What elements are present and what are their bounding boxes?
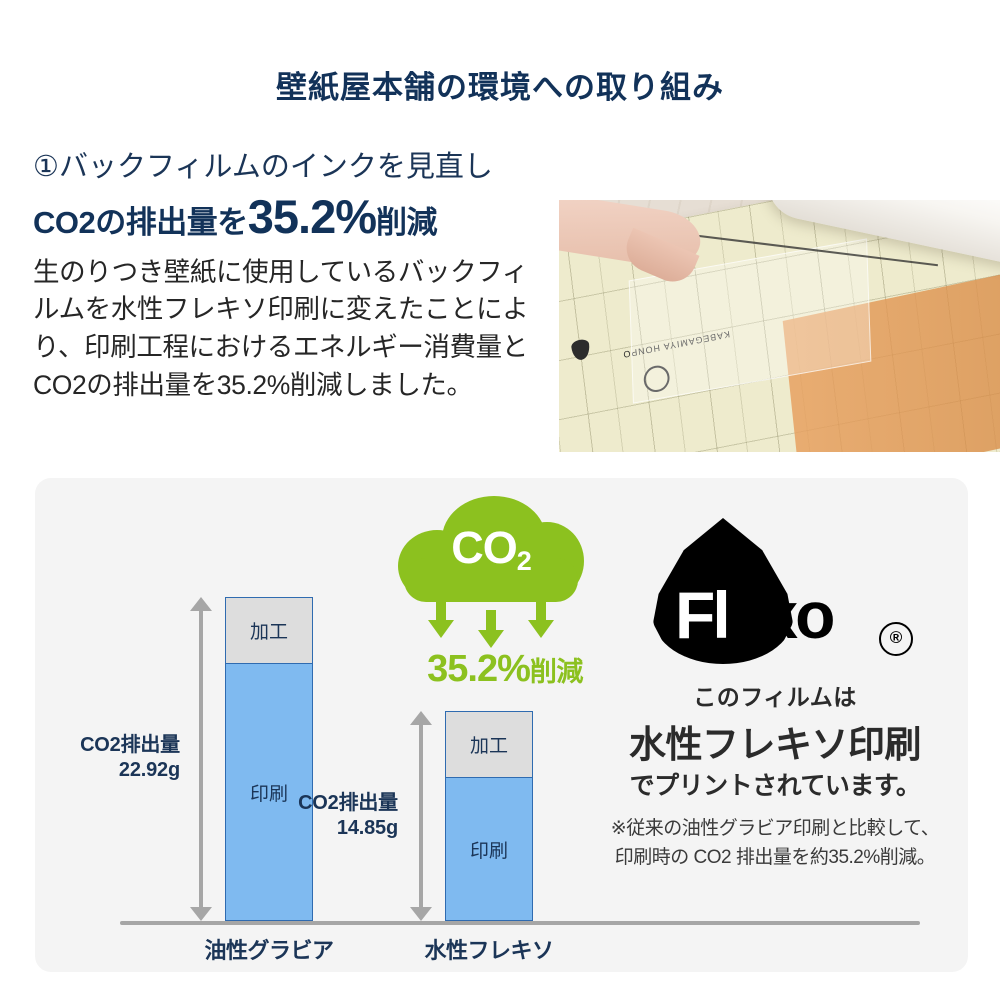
measure-arrow-gravure bbox=[190, 597, 212, 921]
intro-headline-suffix: 削減 bbox=[376, 204, 438, 240]
co2-reduction-badge: CO2 35.2%削減 bbox=[380, 496, 630, 706]
intro-headline: CO2の排出量を35.2%削減 bbox=[33, 193, 548, 240]
chart-baseline-axis bbox=[120, 921, 920, 925]
intro-headline-prefix: CO2の排出量を bbox=[33, 204, 248, 240]
flexo-wordmark: Flexo bbox=[675, 582, 835, 648]
flexo-droplet-logo: Flexo ® bbox=[595, 518, 955, 666]
arrow-shaft bbox=[419, 719, 423, 913]
co2-reduction-number: 35.2% bbox=[427, 648, 531, 690]
cloud-co2-label: CO2 bbox=[398, 522, 584, 576]
arrow-head-up-icon bbox=[190, 597, 212, 611]
arrow-head-up-icon bbox=[410, 711, 432, 725]
bar-segment-process-flexo: 加工 bbox=[446, 712, 532, 778]
flexo-footnote-line1: ※従来の油性グラビア印刷と比較して、 bbox=[610, 818, 940, 839]
wallpaper-film-photo: KABEGAMIYA HONPO bbox=[559, 200, 1000, 452]
flexo-wordmark-white: Fl bbox=[675, 578, 731, 652]
info-panel: 加工 印刷 加工 印刷 CO2排出量 22.92g CO2排出量 14.85g bbox=[35, 478, 968, 972]
bar-segment-print-gravure: 印刷 bbox=[226, 664, 312, 920]
cloud-co2-subscript: 2 bbox=[516, 546, 532, 576]
measure-label-flexo-title: CO2排出量 bbox=[298, 792, 398, 814]
cloud-co2-text: CO bbox=[451, 522, 517, 573]
bar-segment-print-flexo: 印刷 bbox=[446, 778, 532, 920]
flexo-caption-line1: このフィルムは bbox=[693, 684, 857, 710]
flexo-wordmark-black: exo bbox=[727, 578, 836, 652]
flexo-footnote: ※従来の油性グラビア印刷と比較して、 印刷時の CO2 排出量を約35.2%削減… bbox=[595, 814, 955, 873]
bar-oil-gravure: 加工 印刷 bbox=[225, 597, 313, 921]
co2-reduction-word: 削減 bbox=[529, 657, 584, 687]
registered-trademark-icon: ® bbox=[879, 622, 913, 656]
cloud-base bbox=[404, 558, 578, 602]
page-title: 壁紙屋本舗の環境への取り組み bbox=[276, 70, 724, 105]
measure-label-gravure-value: 22.92g bbox=[118, 759, 180, 781]
category-label-water-flexo: 水性フレキソ bbox=[424, 938, 554, 963]
bar-segment-process-gravure: 加工 bbox=[226, 598, 312, 664]
co2-reduction-text: 35.2%削減 bbox=[380, 648, 630, 691]
intro-item-number-line: ①バックフィルムのインクを見直し bbox=[33, 151, 493, 183]
arrow-head-down-icon bbox=[190, 907, 212, 921]
bar-water-flexo: 加工 印刷 bbox=[445, 711, 533, 921]
flexo-logo-block: Flexo ® このフィルムは 水性フレキソ印刷 でプリントされています。 ※従… bbox=[595, 518, 955, 938]
measure-arrow-flexo bbox=[410, 711, 432, 921]
measure-label-flexo-value: 14.85g bbox=[336, 817, 398, 839]
flexo-caption-line2: 水性フレキソ印刷 bbox=[629, 724, 922, 765]
flexo-caption-line3: でプリントされています。 bbox=[629, 772, 921, 800]
co2-emission-bar-chart: 加工 印刷 加工 印刷 CO2排出量 22.92g CO2排出量 14.85g bbox=[35, 478, 920, 972]
category-label-oil-gravure: 油性グラビア bbox=[204, 938, 334, 963]
intro-block: ①バックフィルムのインクを見直し CO2の排出量を35.2%削減 生のりつき壁紙… bbox=[33, 150, 548, 404]
measure-label-gravure-title: CO2排出量 bbox=[80, 734, 180, 756]
co2-cloud-icon: CO2 bbox=[398, 496, 584, 616]
flexo-footnote-line2: 印刷時の CO2 排出量を約35.2%削減。 bbox=[614, 847, 936, 869]
arrow-shaft bbox=[199, 605, 203, 913]
measure-label-flexo: CO2排出量 14.85g bbox=[253, 791, 398, 841]
intro-headline-figure: 35.2% bbox=[247, 189, 377, 243]
measure-label-gravure: CO2排出量 22.92g bbox=[35, 733, 180, 783]
intro-body-text: 生のりつき壁紙に使用しているバックフィルムを水性フレキソ印刷に変えたことにより、… bbox=[33, 256, 529, 400]
arrow-head-down-icon bbox=[410, 907, 432, 921]
